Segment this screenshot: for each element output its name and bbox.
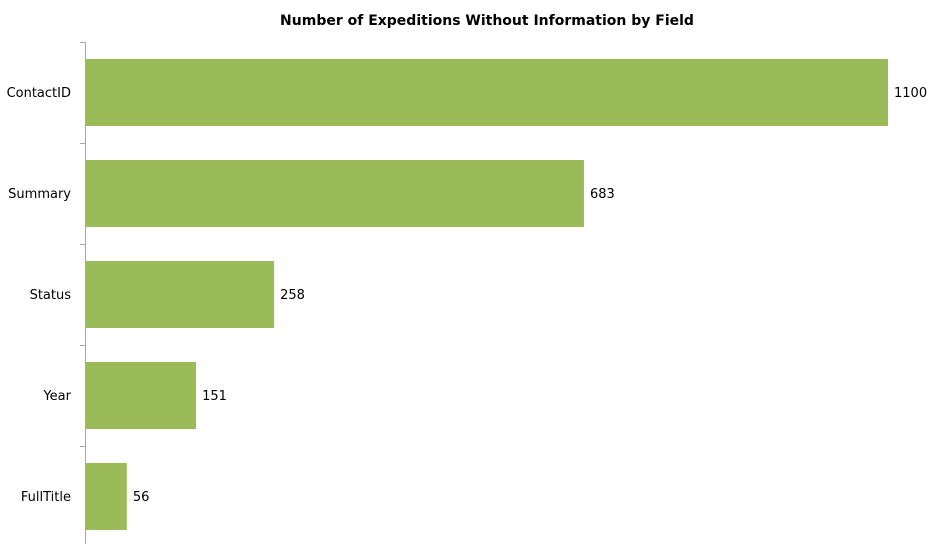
- bar: [86, 261, 275, 328]
- y-tick-label: Year: [42, 389, 71, 404]
- y-tick-label: ContactID: [7, 86, 71, 101]
- value-label: 1100: [894, 86, 927, 101]
- value-label: 151: [202, 389, 227, 404]
- bar: [86, 59, 888, 126]
- bar: [86, 463, 127, 530]
- y-tick-label: FullTitle: [21, 490, 71, 505]
- value-label: 258: [280, 288, 305, 303]
- bar: [86, 362, 197, 429]
- chart-title: Number of Expeditions Without Informatio…: [280, 13, 694, 29]
- value-label: 56: [133, 490, 150, 505]
- bar: [86, 160, 584, 227]
- y-tick-label: Status: [30, 288, 72, 303]
- y-tick-label: Summary: [8, 187, 71, 202]
- value-label: 683: [590, 187, 615, 202]
